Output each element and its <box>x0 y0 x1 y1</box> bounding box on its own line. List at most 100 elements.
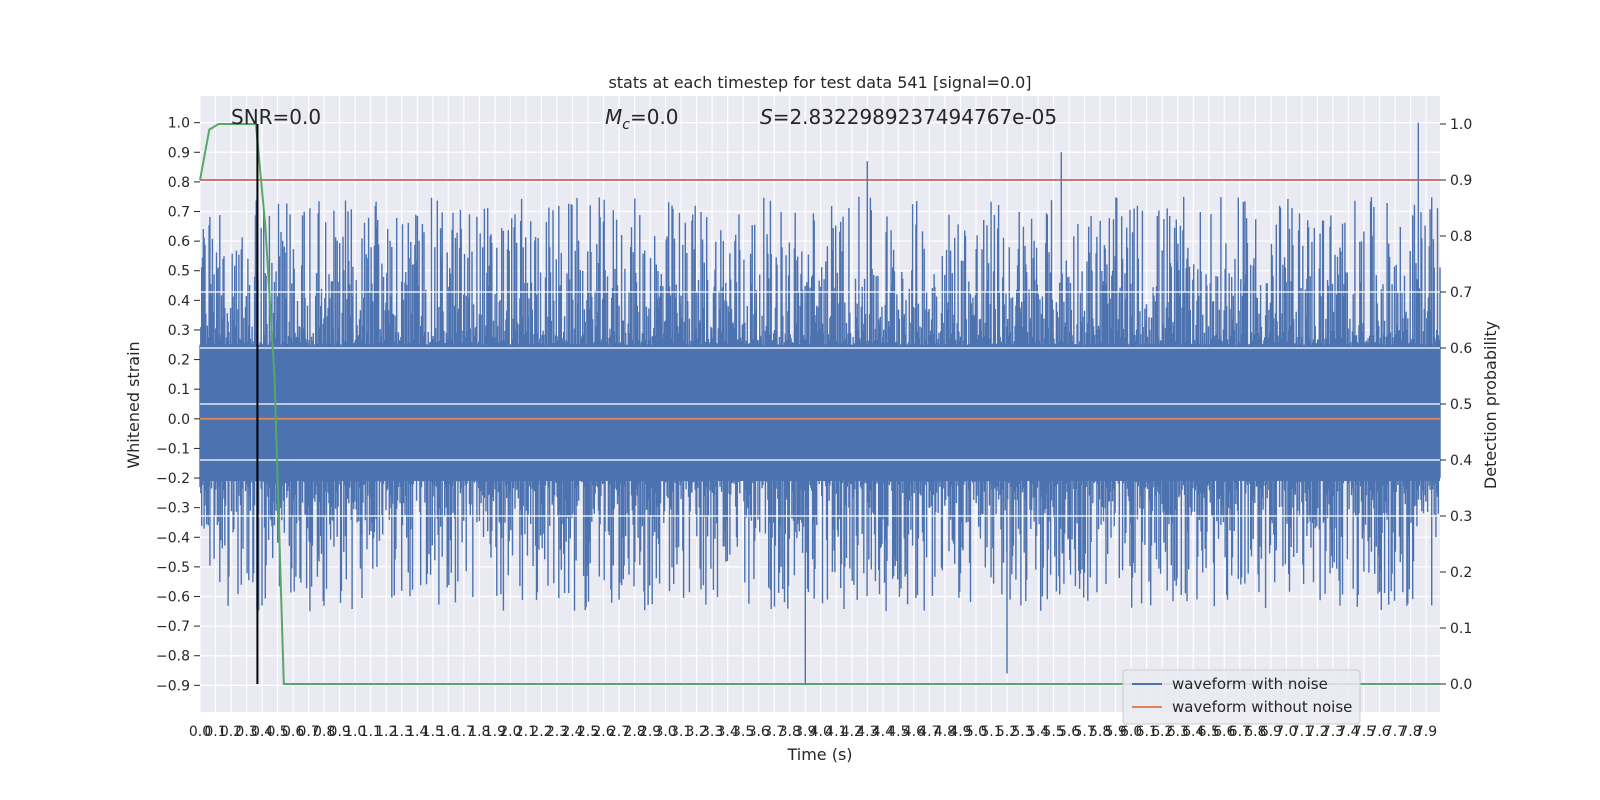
x-tick-label: 3.0 <box>654 724 676 740</box>
x-tick-label: 0.3 <box>235 724 257 740</box>
mc-value: =0.0 <box>630 105 679 129</box>
y-right-tick-label: 0.3 <box>1450 509 1472 525</box>
x-tick-label: 0.8 <box>313 724 335 740</box>
x-tick-label: 4.5 <box>887 724 909 740</box>
x-tick-label: 1.6 <box>437 724 459 740</box>
x-tick-label: 0.7 <box>298 724 320 740</box>
s-annotation: S=2.8322989237494767e-05 <box>760 105 1057 129</box>
x-tick-label: 5.0 <box>965 724 987 740</box>
x-tick-label: 1.9 <box>484 724 506 740</box>
x-axis-label: Time (s) <box>786 745 852 764</box>
y-right-tick-label: 0.1 <box>1450 621 1472 637</box>
y-left-tick-label: 0.8 <box>168 175 190 191</box>
x-tick-label: 0.6 <box>282 724 304 740</box>
x-tick-label: 2.0 <box>499 724 521 740</box>
x-tick-label: 6.5 <box>1198 724 1220 740</box>
x-tick-label: 4.1 <box>825 724 847 740</box>
x-tick-label: 2.9 <box>639 724 661 740</box>
x-tick-label: 3.4 <box>717 724 739 740</box>
y-left-tick-label: 0.4 <box>168 293 190 309</box>
legend-label-noise: waveform with noise <box>1172 675 1328 693</box>
x-tick-label: 6.4 <box>1182 724 1204 740</box>
x-tick-label: 6.6 <box>1213 724 1235 740</box>
x-tick-label: 2.6 <box>592 724 614 740</box>
x-tick-label: 1.0 <box>344 724 366 740</box>
y-left-tick-label: −0.7 <box>156 619 190 635</box>
x-tick-label: 3.3 <box>701 724 723 740</box>
x-tick-label: 3.2 <box>685 724 707 740</box>
legend-label-clean: waveform without noise <box>1172 698 1352 716</box>
y-axis-label-left: Whitened strain <box>124 341 143 468</box>
x-tick-label: 2.3 <box>546 724 568 740</box>
x-tick-label: 2.5 <box>577 724 599 740</box>
y-right-tick-label: 0.2 <box>1450 565 1472 581</box>
noise-series <box>199 122 1441 686</box>
y-left-tick-label: −0.8 <box>156 649 190 665</box>
y-left-tick-label: −0.6 <box>156 590 190 606</box>
y-left-tick-label: −0.1 <box>156 441 190 457</box>
x-tick-label: 0.4 <box>251 724 273 740</box>
mc-subscript: c <box>622 117 630 133</box>
y-left-tick-label: −0.2 <box>156 471 190 487</box>
x-tick-label: 0.1 <box>204 724 226 740</box>
y-right-tick-label: 0.7 <box>1450 285 1472 301</box>
y-left-tick-label: 0.5 <box>168 264 190 280</box>
x-tick-label: 4.8 <box>934 724 956 740</box>
detection-probability-line <box>199 123 1440 685</box>
y-right-tick-label: 0.5 <box>1450 397 1472 413</box>
x-tick-label: 3.8 <box>779 724 801 740</box>
x-tick-label: 6.7 <box>1229 724 1251 740</box>
x-tick-label: 4.4 <box>872 724 894 740</box>
x-tick-label: 2.2 <box>530 724 552 740</box>
y-left-tick-label: −0.9 <box>156 678 190 694</box>
x-tick-label: 7.4 <box>1337 724 1359 740</box>
x-tick-label: 1.3 <box>391 724 413 740</box>
y-left-tick-label: 0.6 <box>168 234 190 250</box>
x-tick-label: 7.9 <box>1415 724 1437 740</box>
x-tick-label: 2.1 <box>515 724 537 740</box>
x-tick-label: 5.3 <box>1011 724 1033 740</box>
x-tick-label: 4.9 <box>949 724 971 740</box>
legend-box <box>1122 669 1361 725</box>
snr-annotation: SNR=0.0 <box>231 105 321 129</box>
x-tick-label: 0.0 <box>189 724 211 740</box>
x-tick-label: 7.5 <box>1353 724 1375 740</box>
y-left-tick-label: 0.0 <box>168 412 190 428</box>
x-tick-label: 7.1 <box>1291 724 1313 740</box>
y-left-tick-label: −0.3 <box>156 501 190 517</box>
x-tick-label: 6.1 <box>1136 724 1158 740</box>
x-tick-label: 5.9 <box>1105 724 1127 740</box>
x-tick-label: 7.6 <box>1368 724 1390 740</box>
x-tick-label: 7.3 <box>1322 724 1344 740</box>
x-tick-label: 2.7 <box>608 724 630 740</box>
y-right-tick-label: 1.0 <box>1450 117 1472 133</box>
x-tick-label: 5.2 <box>996 724 1018 740</box>
y-left-tick-label: 1.0 <box>168 116 190 132</box>
x-tick-label: 1.8 <box>468 724 490 740</box>
x-tick-label: 7.7 <box>1384 724 1406 740</box>
y-left-tick-label: 0.9 <box>168 145 190 161</box>
x-tick-label: 0.9 <box>329 724 351 740</box>
x-tick-label: 1.7 <box>453 724 475 740</box>
x-tick-label: 7.2 <box>1306 724 1328 740</box>
y-left-tick-label: 0.1 <box>168 382 190 398</box>
x-tick-label: 4.3 <box>856 724 878 740</box>
y-axis-label-right: Detection probability <box>1481 321 1500 489</box>
s-value: =2.8322989237494767e-05 <box>773 105 1057 129</box>
x-tick-label: 3.9 <box>794 724 816 740</box>
x-tick-label: 3.6 <box>748 724 770 740</box>
y-right-tick-label: 0.4 <box>1450 453 1472 469</box>
x-tick-label: 6.3 <box>1167 724 1189 740</box>
y-right-tick-label: 0.6 <box>1450 341 1472 357</box>
x-tick-label: 5.5 <box>1042 724 1064 740</box>
mc-symbol: M <box>605 105 622 129</box>
x-tick-label: 1.2 <box>375 724 397 740</box>
x-tick-label: 4.2 <box>841 724 863 740</box>
overlays <box>199 123 1440 685</box>
mc-annotation: Mc=0.0 <box>605 105 679 133</box>
y-left-tick-label: 0.2 <box>168 353 190 369</box>
chart-title: stats at each timestep for test data 541… <box>608 73 1031 92</box>
y-left-tick-label: −0.4 <box>156 530 190 546</box>
x-tick-label: 5.8 <box>1089 724 1111 740</box>
